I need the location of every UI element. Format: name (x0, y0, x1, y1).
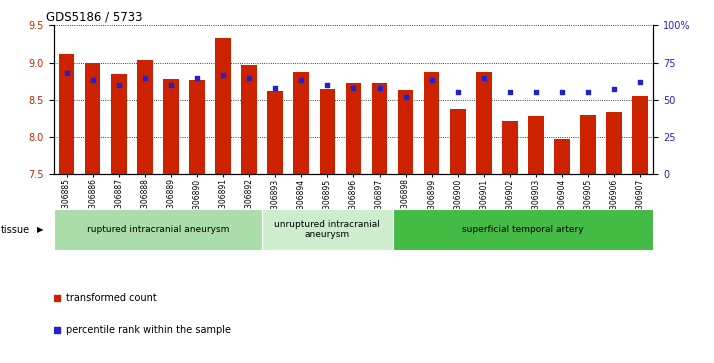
Point (217, 72, 228, 77)
Bar (59, 54, 74, 174)
Bar (580, 115, 596, 174)
Point (191, 74, 203, 80)
Bar (54, 209, 262, 250)
Bar (163, 79, 178, 174)
Point (139, 74, 151, 80)
Point (374, 85, 386, 91)
Point (531, 89, 542, 95)
Bar (398, 90, 413, 174)
Bar (393, 209, 653, 250)
Point (51, 327, 62, 333)
Point (296, 78, 307, 83)
Text: ▶: ▶ (37, 225, 44, 234)
Bar (262, 209, 393, 250)
Bar (606, 113, 622, 174)
Bar (528, 116, 544, 174)
Bar (85, 62, 101, 174)
Bar (502, 121, 518, 174)
Text: GDS5186 / 5733: GDS5186 / 5733 (46, 11, 143, 24)
Point (504, 89, 516, 95)
Point (165, 82, 176, 88)
Point (478, 74, 490, 80)
Point (87, 78, 99, 83)
Text: superficial temporal artery: superficial temporal artery (462, 225, 584, 234)
Point (583, 89, 594, 95)
Text: tissue: tissue (1, 225, 30, 234)
Bar (424, 72, 440, 174)
Bar (476, 72, 492, 174)
Point (321, 82, 333, 88)
Point (426, 78, 438, 83)
Point (51, 295, 62, 301)
Point (348, 85, 359, 91)
Point (608, 86, 620, 92)
Point (452, 89, 463, 95)
Bar (450, 109, 466, 174)
Point (61, 70, 72, 76)
Text: percentile rank within the sample: percentile rank within the sample (66, 325, 231, 335)
Bar (267, 91, 283, 174)
Bar (554, 139, 570, 174)
Text: transformed count: transformed count (66, 293, 156, 303)
Bar (137, 60, 153, 174)
Point (400, 94, 411, 100)
Bar (346, 83, 361, 174)
Bar (241, 65, 257, 174)
Point (269, 85, 281, 91)
Point (113, 82, 124, 88)
Text: ruptured intracranial aneurysm: ruptured intracranial aneurysm (86, 225, 229, 234)
Bar (293, 72, 309, 174)
Point (243, 74, 255, 80)
Bar (633, 96, 648, 174)
Point (635, 79, 646, 85)
Point (556, 89, 568, 95)
Bar (189, 80, 205, 174)
Bar (111, 74, 126, 174)
Text: unruptured intracranial
aneurysm: unruptured intracranial aneurysm (274, 220, 381, 239)
Bar (215, 38, 231, 174)
Bar (320, 89, 335, 174)
Bar (372, 83, 387, 174)
